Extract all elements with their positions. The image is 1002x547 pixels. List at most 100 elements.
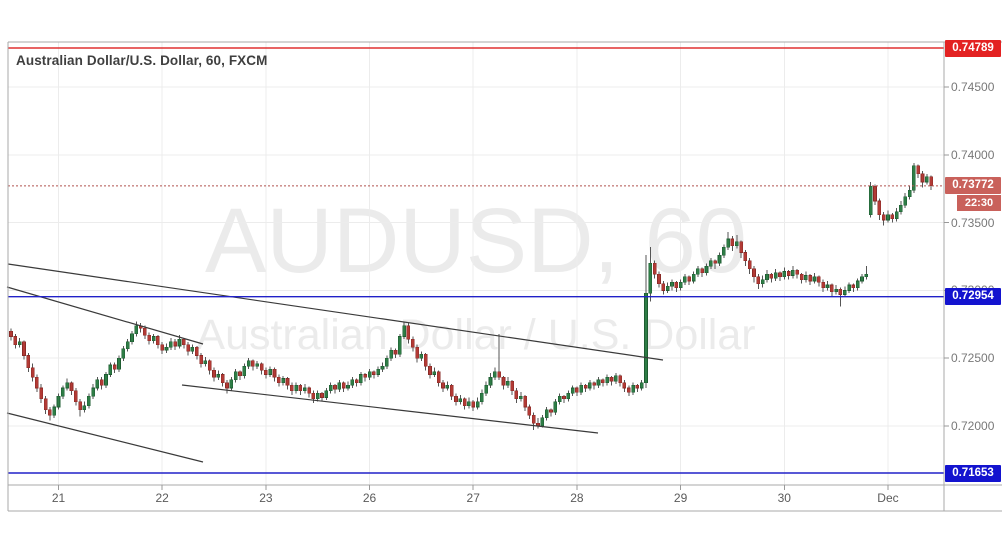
candle	[873, 184, 877, 206]
candle	[56, 393, 61, 410]
chart-frame	[7, 41, 1002, 512]
candle	[281, 375, 285, 386]
candle	[743, 249, 748, 267]
candle	[929, 175, 933, 191]
candle	[173, 339, 177, 351]
candle	[505, 377, 510, 389]
candle	[566, 390, 571, 402]
symbol-title[interactable]: Australian Dollar/U.S. Dollar, 60, FXCM	[16, 53, 268, 68]
time-tick-label: 30	[777, 491, 791, 505]
trendline[interactable]	[181, 384, 599, 434]
candle	[626, 385, 631, 397]
candle	[912, 163, 916, 193]
candle	[52, 404, 57, 418]
time-axis[interactable]: 21 22 23 26 27 28 29 30 Dec	[8, 485, 1002, 511]
price-tick-label: 0.74000	[951, 147, 995, 162]
candle	[570, 385, 575, 397]
candle	[709, 257, 713, 269]
candle	[782, 267, 787, 280]
candle	[242, 363, 247, 379]
candle	[48, 407, 52, 421]
price-axis[interactable]: 0.720000.725000.730000.735000.740000.745…	[944, 39, 1002, 511]
candle	[160, 341, 164, 355]
watermark-symbol: AUDUSD, 60	[205, 190, 747, 292]
level-lines	[8, 47, 944, 474]
candle	[721, 244, 726, 258]
candle	[484, 381, 489, 397]
candle	[475, 397, 480, 410]
candle	[436, 370, 441, 387]
candle	[112, 362, 117, 374]
candle	[121, 346, 126, 361]
time-tick-label: 21	[51, 491, 66, 505]
candle	[596, 377, 601, 389]
trendline[interactable]	[6, 412, 204, 463]
trendline[interactable]	[6, 286, 204, 345]
candle	[117, 355, 121, 372]
candle	[860, 274, 864, 284]
candle	[834, 285, 838, 295]
candle	[182, 337, 186, 349]
candle	[817, 275, 821, 287]
candle	[471, 400, 476, 412]
price-tick-label: 0.73500	[951, 215, 995, 230]
candle	[773, 268, 778, 281]
candle	[821, 279, 825, 292]
candle	[216, 370, 221, 380]
candle	[169, 337, 173, 351]
candle	[415, 344, 419, 363]
candle	[65, 378, 69, 391]
candle	[899, 201, 903, 215]
candle	[734, 234, 739, 249]
candle	[233, 369, 238, 383]
candle	[449, 383, 454, 401]
candle	[307, 386, 311, 398]
candle	[363, 373, 368, 382]
candle	[9, 328, 13, 341]
candle	[99, 377, 104, 390]
candle	[851, 283, 856, 292]
watermark: AUDUSD, 60 Australian Dollar / U.S. Dolla…	[196, 190, 755, 359]
candle	[17, 337, 22, 348]
candle	[423, 352, 428, 371]
candle	[78, 398, 82, 417]
candle	[246, 358, 251, 370]
candle	[644, 255, 648, 389]
candle	[389, 347, 393, 361]
candle	[696, 266, 700, 277]
candle	[324, 388, 329, 401]
candle	[315, 390, 320, 402]
candle	[225, 379, 229, 394]
candle	[812, 272, 817, 284]
candle	[549, 408, 553, 417]
support-low-price-label: 0.71653	[945, 464, 1001, 482]
candle	[151, 333, 156, 344]
candle	[514, 388, 519, 403]
time-tick-label: 23	[259, 491, 273, 505]
candle	[82, 401, 87, 413]
candle	[613, 373, 618, 384]
candle	[527, 404, 532, 420]
candle	[886, 210, 890, 223]
candle	[700, 267, 705, 277]
candle	[194, 346, 199, 360]
candle	[592, 381, 597, 390]
candle	[635, 383, 640, 393]
candle	[778, 271, 782, 281]
candle	[108, 362, 113, 378]
candle	[207, 359, 212, 375]
candle	[272, 367, 277, 382]
candle	[536, 417, 540, 429]
candle	[583, 383, 588, 393]
candle	[605, 374, 609, 386]
candle	[510, 379, 514, 395]
candle	[268, 366, 273, 378]
candle	[289, 382, 294, 395]
trendline[interactable]	[7, 263, 664, 361]
watermark-name: Australian Dollar / U.S. Dollar	[196, 311, 755, 359]
candle	[631, 382, 635, 395]
candle	[432, 367, 437, 378]
candle	[359, 371, 363, 386]
candle	[397, 333, 402, 357]
